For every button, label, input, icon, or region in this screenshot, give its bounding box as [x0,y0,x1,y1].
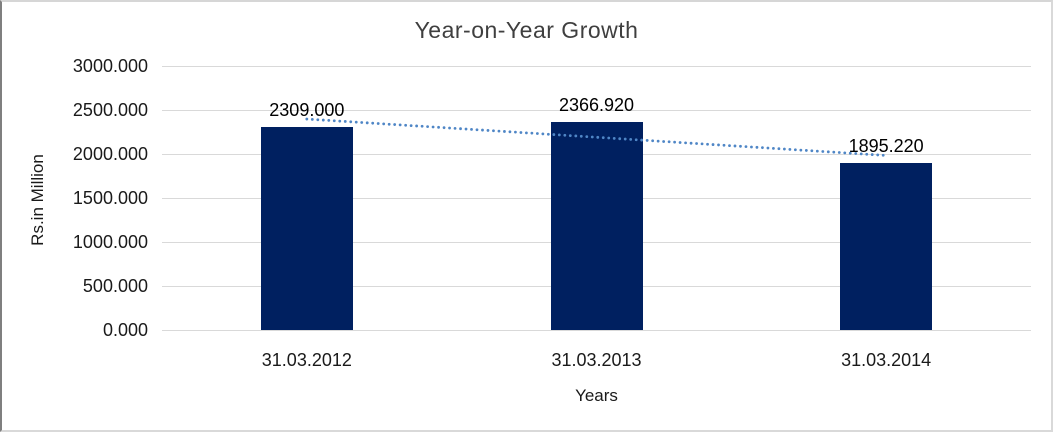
y-axis-tick-label: 2500.000 [72,100,148,120]
bar [840,163,933,330]
data-label: 2366.920 [558,94,635,115]
x-axis-title: Years [575,386,618,405]
y-axis-tick-label: 1500.000 [72,188,148,208]
x-axis-tick-label: 31.03.2014 [841,350,932,370]
y-axis-tick-label: 500.000 [82,276,148,296]
y-axis-tick-label: 2000.000 [72,144,148,164]
gridline [162,109,1031,111]
data-label: 2309.000 [269,99,345,120]
data-label: 1895.220 [848,136,924,157]
x-axis-tick-label: 31.03.2013 [551,350,642,370]
y-axis-tick-label: 0.000 [102,320,148,340]
x-axis-tick-label: 31.03.2012 [261,350,352,370]
y-axis-tick-label: 1000.000 [72,232,148,252]
bar [260,126,353,330]
gridline [162,65,1031,67]
chart-title: Year-on-Year Growth [414,17,639,43]
gridline [162,329,1031,331]
y-axis-tick-label: 3000.000 [72,56,148,76]
bar [550,121,643,330]
